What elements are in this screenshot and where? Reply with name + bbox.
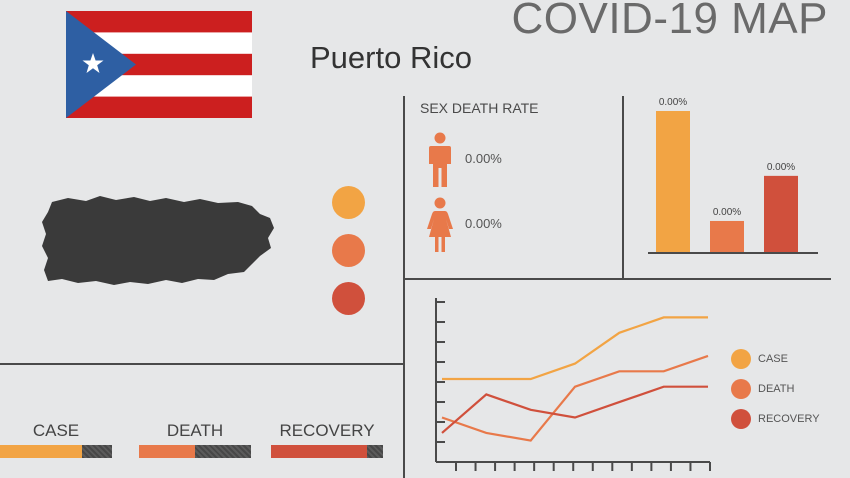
- puerto-rico-flag: [66, 11, 252, 118]
- death-progress-bar: [139, 445, 251, 458]
- series-line: [441, 354, 709, 442]
- flag-triangle: [66, 11, 136, 118]
- recovery-indicator-dot: [332, 282, 365, 315]
- case-progress-fill: [0, 445, 82, 458]
- divider-horizontal: [0, 363, 403, 365]
- line-chart: [435, 298, 711, 471]
- male-person-icon: [429, 132, 451, 187]
- series-line: [441, 385, 708, 434]
- bar: [710, 220, 744, 252]
- bar: [656, 111, 690, 252]
- bar-data-label: 0.00%: [713, 207, 741, 218]
- bar-chart: 0.00% 0.00% 0.00%: [648, 97, 818, 254]
- legend-death-label: DEATH: [758, 383, 795, 395]
- country-name: Puerto Rico: [310, 40, 472, 75]
- bar-data-label: 0.00%: [659, 97, 687, 108]
- female-death-rate: 0.00%: [465, 216, 502, 231]
- case-bar-label: CASE: [32, 421, 80, 440]
- star-icon: [82, 53, 104, 73]
- sex-death-rate-title: SEX DEATH RATE: [420, 100, 539, 116]
- bar: [764, 175, 798, 252]
- page-title: COVID-19 MAP: [511, 0, 828, 43]
- death-bar-label: DEATH: [166, 421, 224, 440]
- legend-death-dot: [731, 379, 751, 399]
- recovery-progress-fill: [271, 445, 368, 458]
- bar-data-label: 0.00%: [767, 162, 795, 173]
- death-progress-fill: [139, 445, 195, 458]
- series-line: [442, 316, 708, 381]
- divider-vertical: [622, 96, 624, 278]
- death-indicator-dot: [332, 234, 365, 267]
- legend-case-label: CASE: [758, 353, 788, 365]
- flag-stripe: [66, 11, 252, 33]
- divider-vertical: [403, 96, 405, 478]
- recovery-progress-bar: [271, 445, 383, 458]
- legend-recovery-label: RECOVERY: [758, 413, 820, 425]
- legend-case-dot: [731, 349, 751, 369]
- legend-recovery-dot: [731, 409, 751, 429]
- puerto-rico-map: [42, 196, 274, 285]
- female-person-icon: [427, 197, 453, 252]
- flag-stripe: [66, 96, 252, 118]
- case-progress-bar: [0, 445, 112, 458]
- recovery-bar-label: RECOVERY: [279, 421, 375, 440]
- case-indicator-dot: [332, 186, 365, 219]
- divider-horizontal: [403, 278, 831, 280]
- male-death-rate: 0.00%: [465, 151, 502, 166]
